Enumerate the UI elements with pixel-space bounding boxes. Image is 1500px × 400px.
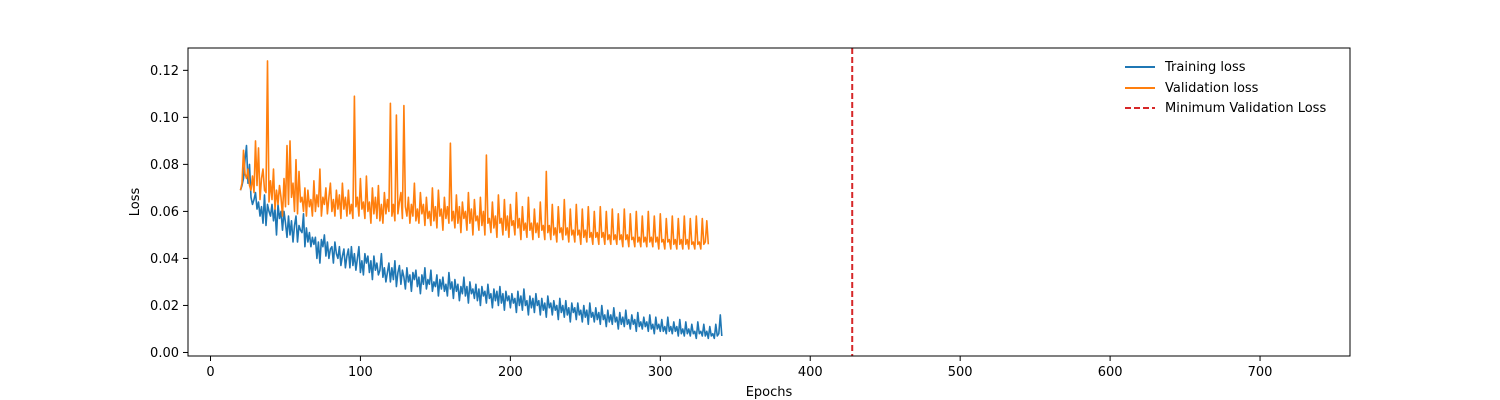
x-tick-label: 300 (648, 365, 673, 380)
y-tick-label: 0.00 (150, 346, 179, 361)
y-tick-label: 0.02 (150, 299, 179, 314)
y-tick-label: 0.04 (150, 252, 179, 267)
legend: Training loss Validation loss Minimum Va… (1125, 60, 1326, 116)
plot-frame (187, 47, 1351, 357)
legend-label-training: Training loss (1164, 60, 1246, 75)
x-tick-label: 500 (948, 365, 973, 380)
series-line-training-loss (239, 144, 723, 340)
y-axis-label: Loss (128, 188, 143, 217)
y-tick-label: 0.08 (150, 158, 179, 173)
x-tick-label: 700 (1248, 365, 1273, 380)
plot-area (239, 48, 854, 356)
x-tick-label: 0 (206, 365, 214, 380)
x-tick-label: 400 (798, 365, 823, 380)
y-tick-label: 0.10 (150, 111, 179, 126)
x-axis-label: Epochs (746, 385, 793, 400)
y-tick-label: 0.06 (150, 205, 179, 220)
x-tick-label: 100 (348, 365, 373, 380)
x-axis: 0 100 200 300 400 500 600 700 (206, 356, 1272, 380)
x-tick-label: 600 (1098, 365, 1123, 380)
y-axis: 0.00 0.02 0.04 0.06 0.08 0.10 0.12 (150, 64, 188, 361)
series-line-validation-loss (239, 60, 710, 250)
legend-label-validation: Validation loss (1165, 81, 1259, 96)
y-tick-label: 0.12 (150, 64, 179, 79)
x-tick-label: 200 (498, 365, 523, 380)
legend-label-min-val: Minimum Validation Loss (1165, 101, 1326, 116)
